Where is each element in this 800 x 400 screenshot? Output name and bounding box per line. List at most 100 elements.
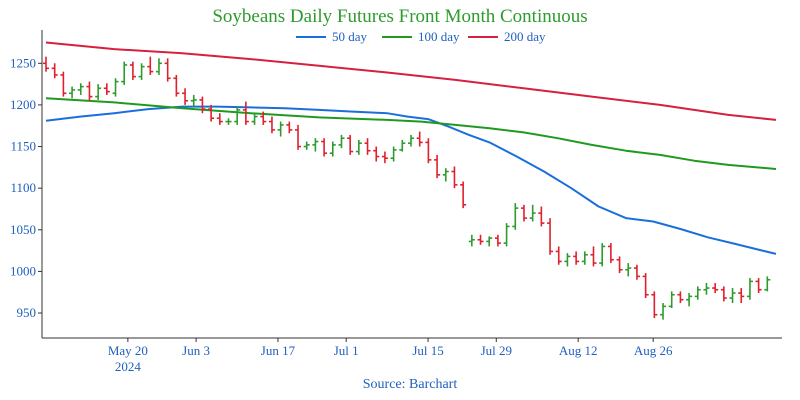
price-bar bbox=[242, 101, 249, 125]
moving-average-lines bbox=[45, 41, 777, 255]
price-bar bbox=[338, 134, 345, 149]
price-bar bbox=[173, 74, 180, 97]
price-bar bbox=[494, 234, 501, 247]
y-tick-label: 1150 bbox=[10, 139, 36, 154]
price-bar bbox=[512, 203, 519, 230]
price-bar bbox=[442, 168, 449, 182]
price-bar bbox=[651, 291, 658, 319]
series-line-ma200 bbox=[45, 41, 777, 121]
price-bar bbox=[277, 121, 284, 137]
price-bar bbox=[686, 293, 693, 307]
price-bar bbox=[486, 236, 493, 247]
price-bar bbox=[312, 138, 319, 152]
price-bar bbox=[268, 116, 275, 134]
price-bar bbox=[286, 121, 293, 134]
price-bar bbox=[147, 56, 154, 75]
price-bar bbox=[69, 86, 76, 99]
legend-label: 50 day bbox=[332, 29, 368, 44]
y-tick-label: 950 bbox=[17, 305, 37, 320]
price-bar bbox=[573, 251, 580, 265]
price-bar bbox=[599, 243, 606, 267]
price-bar bbox=[625, 263, 632, 277]
y-axis: 950 1000 1050 1100 1150 1200 1250 bbox=[10, 30, 43, 338]
price-bar bbox=[95, 84, 102, 100]
price-bar bbox=[677, 291, 684, 304]
legend-label: 200 day bbox=[504, 29, 546, 44]
y-tick-label: 1250 bbox=[10, 55, 36, 70]
x-tick-label: Jul 29 bbox=[481, 343, 512, 358]
price-bar bbox=[381, 151, 388, 164]
y-tick-label: 1100 bbox=[10, 180, 36, 195]
series-line-ma50 bbox=[45, 105, 777, 255]
x-tick-label: Jun 17 bbox=[261, 343, 296, 358]
x-tick-label: Aug 26 bbox=[634, 343, 673, 358]
price-bar bbox=[190, 94, 197, 107]
y-tick-label: 1050 bbox=[10, 222, 36, 237]
price-bar bbox=[355, 139, 362, 155]
chart-source: Source: Barchart bbox=[363, 377, 458, 392]
price-bar bbox=[538, 206, 545, 227]
price-bar bbox=[399, 139, 406, 152]
price-bar bbox=[764, 276, 771, 292]
price-bar bbox=[199, 96, 206, 114]
price-bar bbox=[694, 286, 701, 300]
price-bar bbox=[738, 288, 745, 304]
price-bar bbox=[86, 81, 93, 101]
x-tick-label: Jul 15 bbox=[412, 343, 443, 358]
price-bar bbox=[182, 88, 189, 105]
price-bar bbox=[390, 146, 397, 162]
y-tick-label: 1200 bbox=[10, 97, 36, 112]
x-tick-label: Aug 12 bbox=[559, 343, 598, 358]
legend-item-ma50: 50 day bbox=[296, 29, 368, 44]
price-bar bbox=[468, 234, 475, 247]
x-tick-sublabel: 2024 bbox=[115, 359, 142, 374]
price-bar bbox=[616, 256, 623, 274]
price-bar bbox=[703, 283, 710, 295]
price-bar bbox=[408, 134, 414, 147]
price-bar bbox=[729, 288, 736, 304]
legend-item-ma200: 200 day bbox=[468, 29, 546, 44]
price-bar bbox=[547, 218, 554, 255]
price-bar bbox=[712, 283, 719, 294]
price-bar bbox=[129, 61, 136, 80]
legend-label: 100 day bbox=[418, 29, 460, 44]
price-bar bbox=[225, 118, 232, 125]
price-bar bbox=[416, 131, 423, 147]
y-tick-label: 1000 bbox=[10, 263, 36, 278]
price-bar bbox=[347, 134, 354, 155]
price-bar bbox=[164, 58, 171, 82]
price-bar bbox=[251, 113, 258, 125]
price-bar bbox=[581, 251, 588, 265]
chart-title: Soybeans Daily Futures Front Month Conti… bbox=[212, 6, 587, 27]
price-bar bbox=[43, 56, 49, 72]
price-bar bbox=[364, 138, 371, 155]
price-bar bbox=[590, 246, 597, 267]
price-bar bbox=[642, 273, 649, 299]
price-bar bbox=[720, 286, 727, 302]
price-bar bbox=[121, 61, 128, 85]
price-bars bbox=[43, 56, 771, 320]
price-bar bbox=[295, 124, 302, 150]
x-tick-label: Jul 1 bbox=[334, 343, 359, 358]
price-bar bbox=[155, 58, 162, 75]
price-bar bbox=[660, 303, 667, 320]
price-bar bbox=[373, 146, 380, 162]
price-bar bbox=[112, 78, 119, 97]
price-bar bbox=[60, 71, 67, 97]
price-bar bbox=[555, 246, 562, 265]
legend-item-ma100: 100 day bbox=[382, 29, 460, 44]
price-bar bbox=[303, 141, 310, 150]
price-bar bbox=[529, 204, 536, 222]
price-bar bbox=[329, 141, 336, 157]
price-bar bbox=[668, 291, 675, 309]
x-tick-label: May 20 bbox=[108, 343, 148, 358]
price-bar bbox=[216, 113, 223, 125]
price-bar bbox=[77, 83, 84, 95]
price-bar bbox=[607, 243, 614, 264]
price-bar bbox=[460, 181, 467, 209]
price-bar bbox=[520, 204, 527, 222]
legend: 50 day 100 day 200 day bbox=[296, 29, 546, 44]
